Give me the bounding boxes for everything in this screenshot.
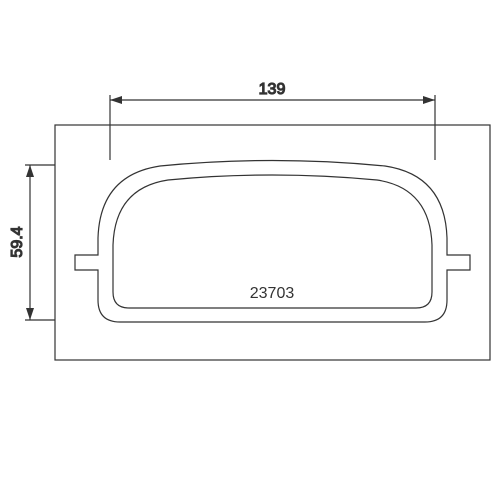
part-number-label: 23703: [250, 285, 295, 302]
height-dimension-label: 59.4: [9, 226, 26, 257]
width-dimension: [110, 95, 435, 125]
height-dimension: [25, 165, 55, 320]
technical-drawing: 139 59.4 23703: [0, 0, 500, 500]
width-dimension-label: 139: [259, 81, 286, 98]
